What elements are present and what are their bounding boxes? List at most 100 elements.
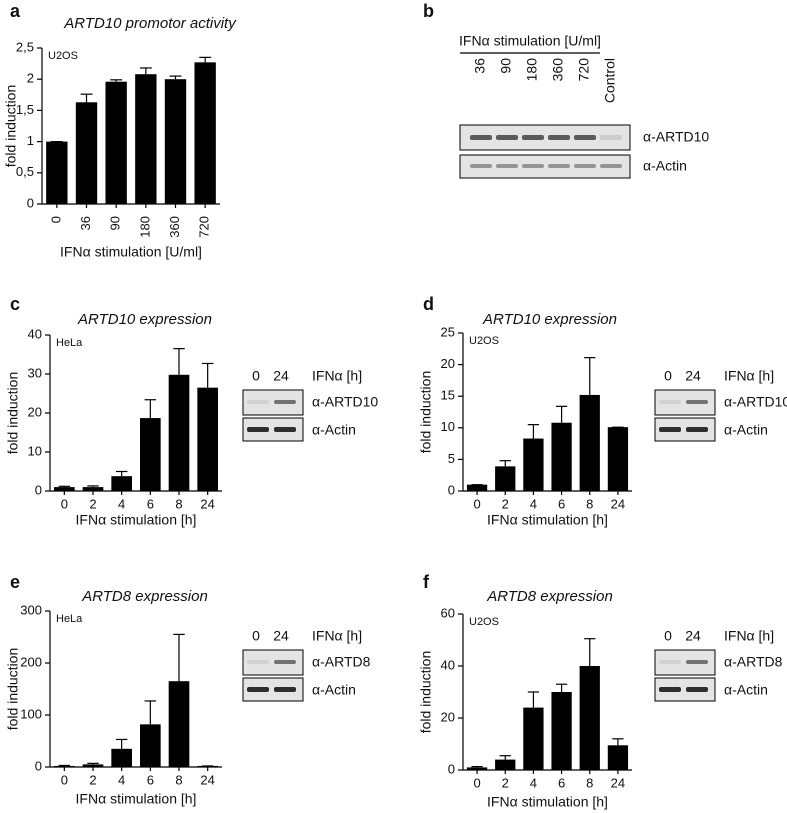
annotation: HeLa xyxy=(56,613,83,625)
lane-label: 0 xyxy=(252,628,260,644)
y-tick-label: 0 xyxy=(27,195,34,210)
blot-band xyxy=(600,135,622,140)
y-tick-label: 20 xyxy=(441,709,455,724)
y-tick-label: 40 xyxy=(28,326,42,341)
x-tick-label: 6 xyxy=(147,772,154,787)
bar xyxy=(140,724,161,767)
blot-band xyxy=(659,400,681,404)
blot-band xyxy=(274,687,296,692)
annotation: HeLa xyxy=(56,337,83,349)
bar xyxy=(523,707,544,770)
blot-band xyxy=(274,400,296,404)
y-tick-label: 15 xyxy=(441,388,455,403)
blot-unit: IFNα [h] xyxy=(312,368,362,384)
y-axis-label: fold induction xyxy=(418,651,434,734)
y-tick-label: 300 xyxy=(20,602,42,617)
blot-band xyxy=(659,687,681,692)
bar xyxy=(164,79,187,204)
x-tick-label: 24 xyxy=(200,496,214,511)
blot-band xyxy=(522,135,544,140)
chart-title: ARTD8 expression xyxy=(81,588,208,605)
lane-label: 720 xyxy=(576,58,592,82)
blot-box xyxy=(654,677,716,702)
y-tick-label: 1 xyxy=(27,133,34,148)
bar xyxy=(495,759,516,770)
x-tick-label: 36 xyxy=(78,216,93,230)
bar xyxy=(82,487,104,491)
blot-band xyxy=(247,427,269,432)
y-tick-label: 2 xyxy=(27,71,34,86)
x-tick-label: 4 xyxy=(118,496,125,511)
row-label: α-Actin xyxy=(724,682,768,698)
y-tick-label: 40 xyxy=(441,657,455,672)
lane-label: 24 xyxy=(273,628,289,644)
chart-title: ARTD10 promotor activity xyxy=(63,15,237,32)
bar xyxy=(607,427,629,491)
bar xyxy=(75,102,98,204)
y-axis-label: fold induction xyxy=(3,85,19,168)
bar xyxy=(168,374,190,491)
panel-letter: b xyxy=(423,1,434,21)
bar xyxy=(54,487,75,491)
panel-letter: a xyxy=(10,1,21,21)
blot-band xyxy=(548,135,570,140)
blot-band xyxy=(522,164,544,168)
lane-label: 360 xyxy=(550,58,566,82)
lane-label: 24 xyxy=(685,628,701,644)
blot-band xyxy=(574,164,596,168)
bar xyxy=(607,745,629,770)
x-tick-label: 24 xyxy=(611,775,625,790)
bar xyxy=(194,62,216,204)
x-tick-label: 4 xyxy=(118,772,125,787)
chart-title: ARTD10 expression xyxy=(77,311,212,328)
row-label: α-ARTD10 xyxy=(643,129,709,145)
bar xyxy=(111,476,132,491)
panel-letter: c xyxy=(10,294,20,314)
y-axis-label: fold induction xyxy=(418,371,434,454)
y-tick-label: 30 xyxy=(28,365,42,380)
bar xyxy=(111,748,132,767)
x-tick-label: 0 xyxy=(61,496,68,511)
bar xyxy=(495,466,516,491)
bar xyxy=(46,141,68,204)
bar xyxy=(579,666,600,770)
blot-band xyxy=(496,135,518,140)
y-tick-label: 0 xyxy=(35,482,42,497)
x-tick-label: 6 xyxy=(558,775,565,790)
blot-unit: IFNα [h] xyxy=(724,368,774,384)
x-tick-label: 90 xyxy=(108,216,123,230)
bar xyxy=(82,764,104,767)
annotation: U2OS xyxy=(469,616,499,628)
bar xyxy=(466,484,488,491)
x-tick-label: 6 xyxy=(147,496,154,511)
row-label: α-ARTD8 xyxy=(312,654,371,670)
row-label: α-ARTD10 xyxy=(724,394,787,410)
annotation: U2OS xyxy=(48,50,78,62)
y-tick-label: 10 xyxy=(28,443,42,458)
x-tick-label: 0 xyxy=(473,775,480,790)
y-axis-label: fold induction xyxy=(5,648,21,731)
x-tick-label: 8 xyxy=(175,772,182,787)
bar xyxy=(168,681,190,767)
blot-band xyxy=(548,164,570,168)
bar xyxy=(105,81,127,204)
y-tick-label: 60 xyxy=(441,605,455,620)
blot-band xyxy=(496,164,518,168)
row-label: α-Actin xyxy=(643,158,687,174)
bar xyxy=(523,438,544,491)
lane-label: 36 xyxy=(472,58,488,74)
panel-letter: f xyxy=(423,572,430,592)
bar xyxy=(197,387,218,491)
lane-label: 0 xyxy=(664,368,672,384)
x-tick-label: 0 xyxy=(48,216,63,223)
row-label: α-ARTD10 xyxy=(312,394,378,410)
blot-band xyxy=(659,660,681,664)
x-tick-label: 6 xyxy=(558,496,565,511)
x-axis-label: IFNα stimulation [U/ml] xyxy=(60,244,202,260)
x-tick-label: 2 xyxy=(502,496,509,511)
blot-band xyxy=(686,427,708,432)
blot-band xyxy=(470,164,492,168)
lane-label: 180 xyxy=(524,58,540,82)
bar xyxy=(466,767,488,770)
